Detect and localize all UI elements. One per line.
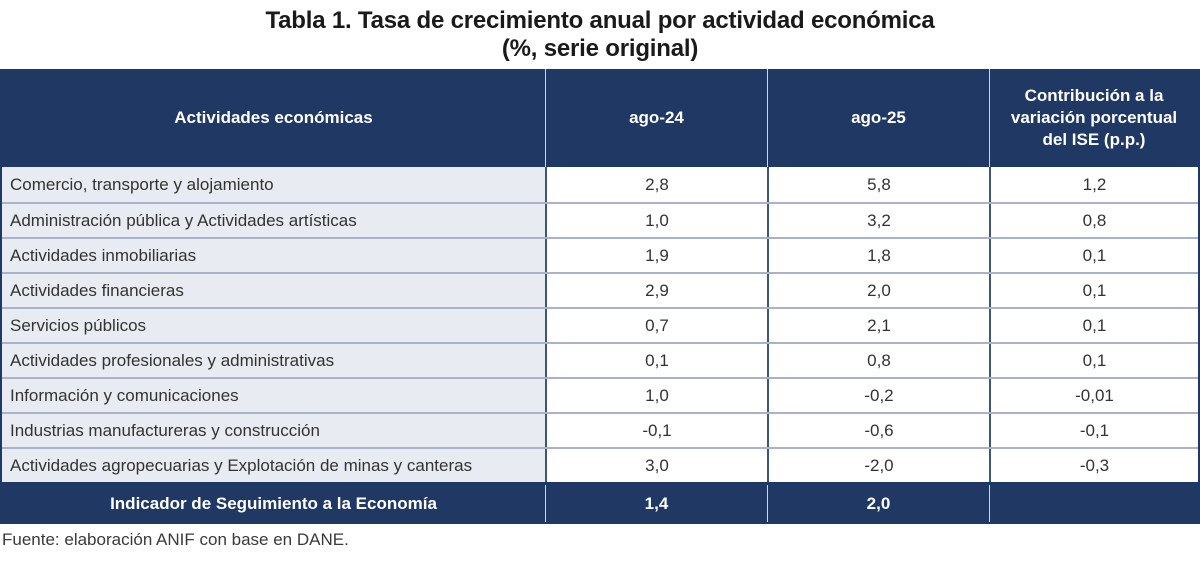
table-row: Actividades profesionales y administrati… (2, 342, 1198, 377)
table-row: Servicios públicos 0,7 2,1 0,1 (2, 307, 1198, 342)
source-note: Fuente: elaboración ANIF con base en DAN… (2, 530, 349, 549)
cell-ago25: 3,2 (767, 204, 989, 237)
cell-contribution: 0,1 (989, 309, 1198, 342)
cell-contribution: -0,1 (989, 414, 1198, 447)
table-row: Actividades financieras 2,9 2,0 0,1 (2, 272, 1198, 307)
cell-contribution: 0,1 (989, 239, 1198, 272)
cell-contribution: 1,2 (989, 167, 1198, 202)
cell-ago25: -2,0 (767, 449, 989, 482)
cell-ago25: 2,0 (767, 274, 989, 307)
cell-contribution: 0,1 (989, 344, 1198, 377)
table-total-row: Indicador de Seguimiento a la Economía 1… (2, 482, 1198, 522)
total-cell-ago24: 1,4 (545, 485, 767, 522)
total-cell-contribution (989, 485, 1198, 522)
cell-ago24: 2,9 (545, 274, 767, 307)
cell-ago25: 0,8 (767, 344, 989, 377)
header-cell-ago24: ago-24 (545, 69, 767, 167)
row-label: Actividades profesionales y administrati… (2, 344, 545, 377)
row-label: Industrias manufactureras y construcción (2, 414, 545, 447)
cell-ago25: 2,1 (767, 309, 989, 342)
table-row: Información y comunicaciones 1,0 -0,2 -0… (2, 377, 1198, 412)
row-label: Actividades inmobiliarias (2, 239, 545, 272)
cell-contribution: -0,3 (989, 449, 1198, 482)
total-row-label: Indicador de Seguimiento a la Economía (110, 493, 437, 513)
growth-rate-table: Actividades económicas ago-24 ago-25 Con… (0, 69, 1200, 524)
cell-ago24: 1,0 (545, 379, 767, 412)
cell-ago25: 5,8 (767, 167, 989, 202)
cell-contribution: 0,1 (989, 274, 1198, 307)
table-row: Administración pública y Actividades art… (2, 202, 1198, 237)
row-label: Actividades agropecuarias y Explotación … (2, 449, 545, 482)
table-row: Comercio, transporte y alojamiento 2,8 5… (2, 167, 1198, 202)
cell-ago24: 3,0 (545, 449, 767, 482)
cell-ago24: 1,0 (545, 204, 767, 237)
title-line-2: (%, serie original) (501, 35, 699, 62)
header-cell-contribution: Contribución a la variación porcentual d… (989, 69, 1198, 167)
cell-ago25: -0,6 (767, 414, 989, 447)
total-cell-ago25: 2,0 (767, 485, 989, 522)
cell-ago24: -0,1 (545, 414, 767, 447)
cell-ago25: -0,2 (767, 379, 989, 412)
cell-ago24: 2,8 (545, 167, 767, 202)
table-header-row: Actividades económicas ago-24 ago-25 Con… (2, 69, 1198, 167)
row-label: Servicios públicos (2, 309, 545, 342)
cell-ago24: 1,9 (545, 239, 767, 272)
cell-ago24: 0,7 (545, 309, 767, 342)
row-label: Información y comunicaciones (2, 379, 545, 412)
row-label: Actividades financieras (2, 274, 545, 307)
header-cell-activities: Actividades económicas (174, 108, 373, 127)
table-row: Actividades agropecuarias y Explotación … (2, 447, 1198, 482)
cell-contribution: 0,8 (989, 204, 1198, 237)
cell-ago25: 1,8 (767, 239, 989, 272)
table-row: Industrias manufactureras y construcción… (2, 412, 1198, 447)
page-title: Tabla 1. Tasa de crecimiento anual por a… (0, 0, 1200, 63)
header-cell-ago25: ago-25 (767, 69, 989, 167)
cell-ago24: 0,1 (545, 344, 767, 377)
row-label: Comercio, transporte y alojamiento (2, 167, 545, 202)
title-line-1: Tabla 1. Tasa de crecimiento anual por a… (265, 7, 935, 34)
row-label: Administración pública y Actividades art… (2, 204, 545, 237)
table-row: Actividades inmobiliarias 1,9 1,8 0,1 (2, 237, 1198, 272)
cell-contribution: -0,01 (989, 379, 1198, 412)
